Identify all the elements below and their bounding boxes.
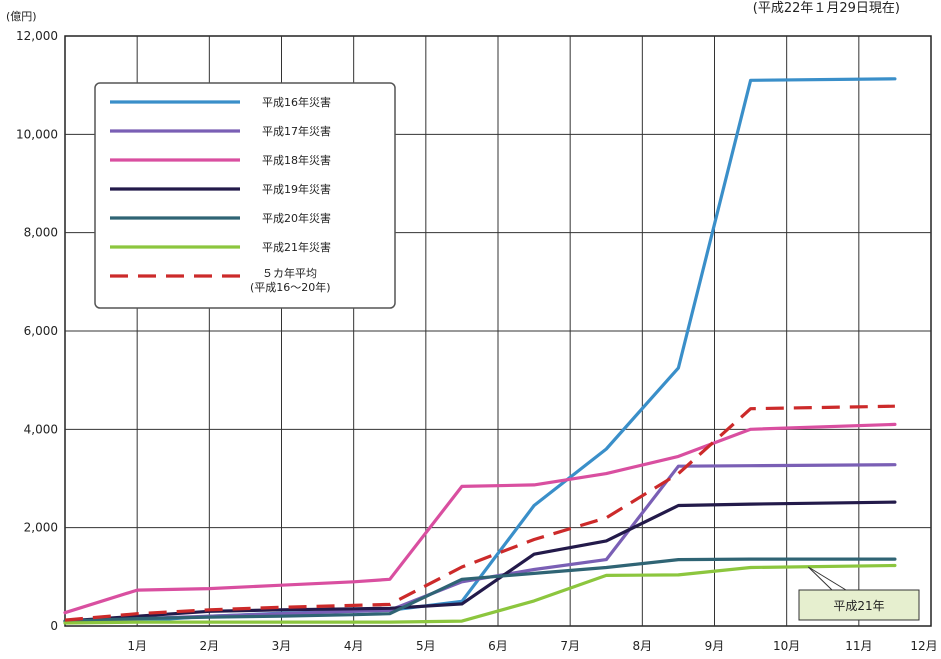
legend-label: 平成21年災害 xyxy=(262,240,331,254)
x-tick-label: 3月 xyxy=(272,639,292,653)
callout-leader xyxy=(808,566,847,591)
series-line xyxy=(64,404,895,622)
y-axis-ticks: 0 2,000 4,000 6,000 8,000 10,000 12,000 xyxy=(16,29,58,633)
y-tick-label: 10,000 xyxy=(16,127,58,141)
legend-label: 平成16年災害 xyxy=(262,95,331,109)
series-line xyxy=(63,422,897,615)
x-axis-ticks: 1月 2月 3月 4月 5月 6月 7月 8月 9月 10月 11月 12月 xyxy=(127,639,937,653)
x-tick-label: 12月 xyxy=(910,639,937,653)
x-tick-label: 10月 xyxy=(773,639,800,653)
legend-label: 平成20年災害 xyxy=(262,211,331,225)
legend: 平成16年災害平成17年災害平成18年災害平成19年災害平成20年災害平成21年… xyxy=(94,82,396,309)
callout-leader xyxy=(807,566,833,591)
series-line xyxy=(63,500,897,623)
x-tick-label: 5月 xyxy=(416,639,436,653)
callout-label: 平成21年 xyxy=(833,599,884,613)
legend-label: ５カ年平均 xyxy=(262,266,317,280)
x-tick-label: 2月 xyxy=(200,639,220,653)
y-tick-label: 8,000 xyxy=(24,226,58,240)
x-tick-label: 1月 xyxy=(127,639,147,653)
legend-label: 平成17年災害 xyxy=(262,124,331,138)
legend-label: 平成18年災害 xyxy=(262,153,331,167)
x-tick-label: 7月 xyxy=(560,639,580,653)
legend-label: 平成19年災害 xyxy=(262,182,331,196)
y-tick-label: 6,000 xyxy=(24,324,58,338)
x-tick-label: 11月 xyxy=(845,639,872,653)
legend-sublabel: (平成16〜20年) xyxy=(250,280,331,294)
series-callout: 平成21年 xyxy=(798,566,920,621)
series-line xyxy=(63,563,897,625)
x-tick-label: 6月 xyxy=(488,639,508,653)
series-line xyxy=(63,557,897,623)
y-tick-label: 2,000 xyxy=(24,521,58,535)
x-tick-label: 9月 xyxy=(705,639,725,653)
y-axis-unit: (億円) xyxy=(6,10,37,23)
y-tick-label: 0 xyxy=(50,619,58,633)
y-tick-label: 4,000 xyxy=(24,422,58,436)
date-note: (平成22年１月29日現在) xyxy=(753,1,900,16)
x-tick-label: 8月 xyxy=(633,639,653,653)
x-tick-label: 4月 xyxy=(344,639,364,653)
legend-box xyxy=(94,82,396,309)
callout-box xyxy=(798,589,920,621)
y-tick-label: 12,000 xyxy=(16,29,58,43)
series-lines xyxy=(63,77,897,625)
